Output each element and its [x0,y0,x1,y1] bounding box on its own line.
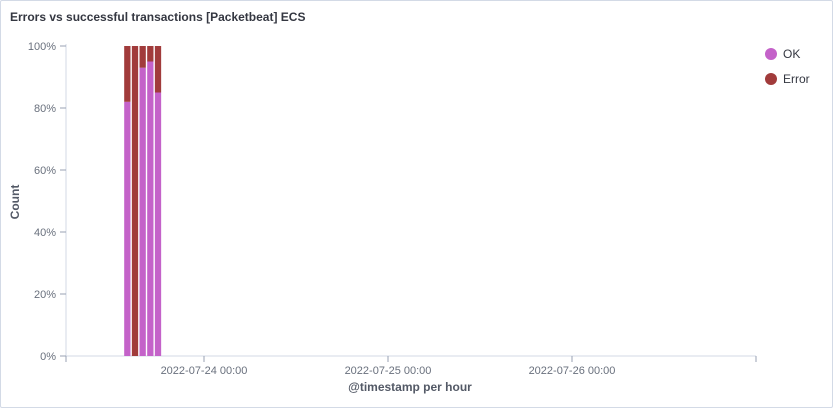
legend-item-ok[interactable]: OK [765,41,810,66]
legend-swatch-ok [765,47,777,60]
x-axis-title: @timestamp per hour [348,380,472,394]
y-tick-label: 60% [34,165,56,177]
bar-error-1[interactable] [131,46,139,356]
bar-error-4[interactable] [154,46,162,93]
legend: OK Error [765,41,810,91]
y-axis: 0% 20% 40% 60% 80% 100% [28,41,67,363]
legend-label-error: Error [783,71,810,86]
y-tick-label: 40% [34,227,56,239]
bar-ok-4[interactable] [154,92,162,357]
bar-ok-2[interactable] [139,67,146,356]
x-tick-label: 2022-07-25 00:00 [345,365,432,377]
y-tick-label: 100% [28,41,56,53]
panel-title: Errors vs successful transactions [Packe… [10,10,306,24]
x-tick-label: 2022-07-26 00:00 [529,365,616,377]
y-tick-label: 20% [34,289,56,301]
bar-error-0[interactable] [124,46,131,102]
bar-ok-0[interactable] [124,101,131,356]
bar-error-2[interactable] [139,46,146,68]
x-axis: 2022-07-24 00:00 2022-07-25 00:00 2022-07-… [65,355,757,377]
x-tick-label: 2022-07-24 00:00 [161,365,248,377]
legend-swatch-error [765,72,777,85]
legend-item-error[interactable]: Error [765,66,810,91]
y-tick-label: 0% [40,351,56,363]
legend-label-ok: OK [783,46,801,61]
bars [124,46,162,357]
bar-ok-3[interactable] [147,61,154,357]
y-tick-label: 80% [34,103,56,115]
bar-error-3[interactable] [147,46,154,62]
y-axis-title: Count [8,185,22,220]
